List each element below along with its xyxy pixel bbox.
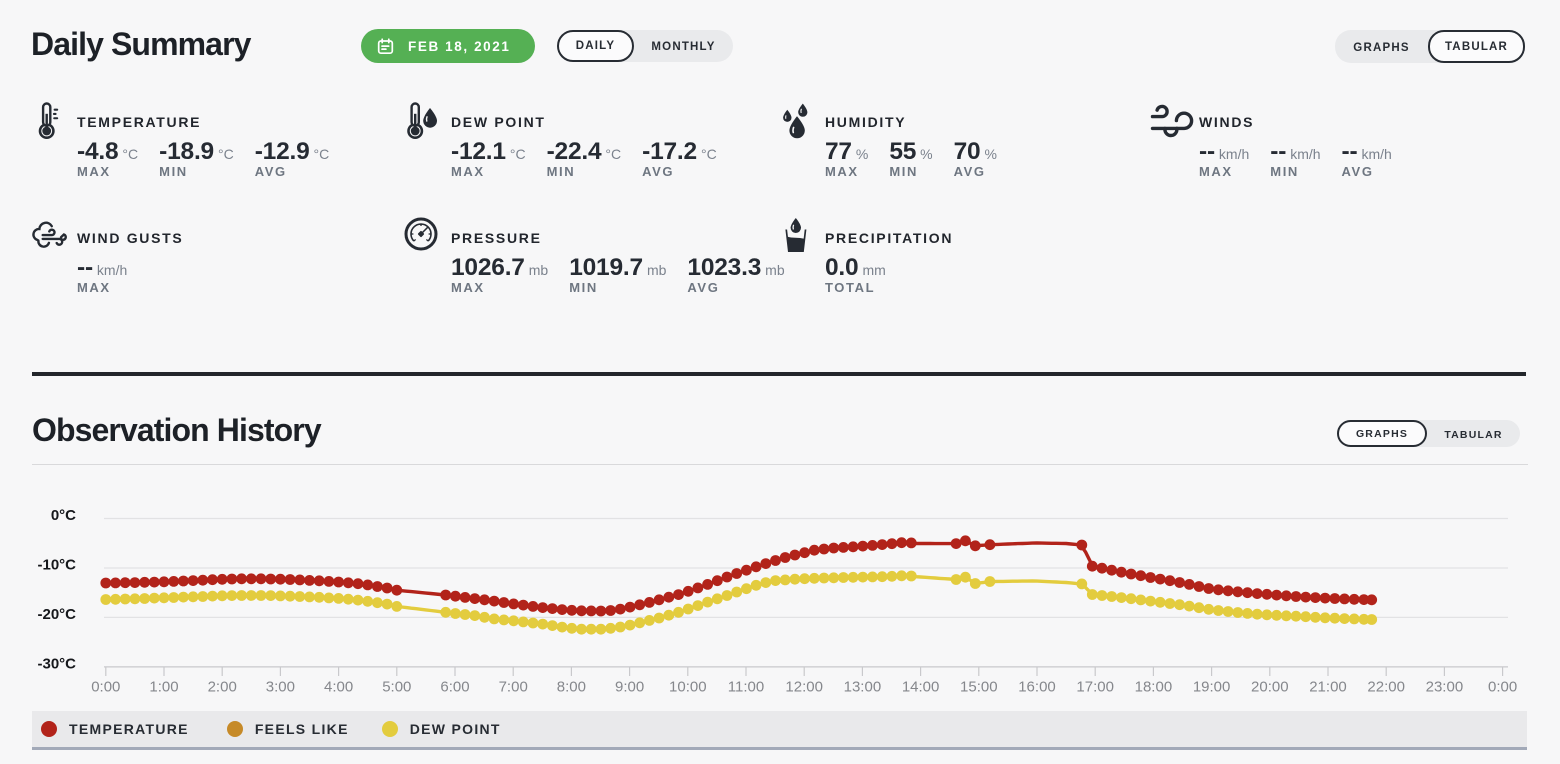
svg-text:11:00: 11:00 xyxy=(728,679,764,696)
svg-text:22:00: 22:00 xyxy=(1367,679,1405,696)
svg-text:4:00: 4:00 xyxy=(324,679,353,696)
svg-text:15:00: 15:00 xyxy=(960,679,998,696)
svg-text:17:00: 17:00 xyxy=(1076,679,1114,696)
svg-text:-10°C: -10°C xyxy=(37,557,76,574)
svg-text:18:00: 18:00 xyxy=(1135,679,1173,696)
svg-text:5:00: 5:00 xyxy=(382,679,411,696)
svg-text:23:00: 23:00 xyxy=(1426,679,1464,696)
svg-text:20:00: 20:00 xyxy=(1251,679,1289,696)
svg-text:6:00: 6:00 xyxy=(440,679,469,696)
svg-text:7:00: 7:00 xyxy=(499,679,528,696)
svg-text:-30°C: -30°C xyxy=(37,655,76,672)
svg-text:0°C: 0°C xyxy=(51,507,76,524)
svg-text:8:00: 8:00 xyxy=(557,679,586,696)
svg-text:16:00: 16:00 xyxy=(1018,679,1056,696)
svg-text:0:00: 0:00 xyxy=(91,679,120,696)
svg-text:12:00: 12:00 xyxy=(785,679,823,696)
svg-text:3:00: 3:00 xyxy=(266,679,295,696)
svg-text:13:00: 13:00 xyxy=(844,679,882,696)
svg-text:2:00: 2:00 xyxy=(208,679,237,696)
svg-text:-20°C: -20°C xyxy=(37,606,76,623)
svg-text:9:00: 9:00 xyxy=(615,679,644,696)
svg-text:21:00: 21:00 xyxy=(1309,679,1347,696)
svg-text:14:00: 14:00 xyxy=(902,679,940,696)
svg-text:19:00: 19:00 xyxy=(1193,679,1231,696)
svg-text:1:00: 1:00 xyxy=(149,679,178,696)
svg-text:10:00: 10:00 xyxy=(669,679,707,696)
svg-text:0:00: 0:00 xyxy=(1488,679,1517,696)
